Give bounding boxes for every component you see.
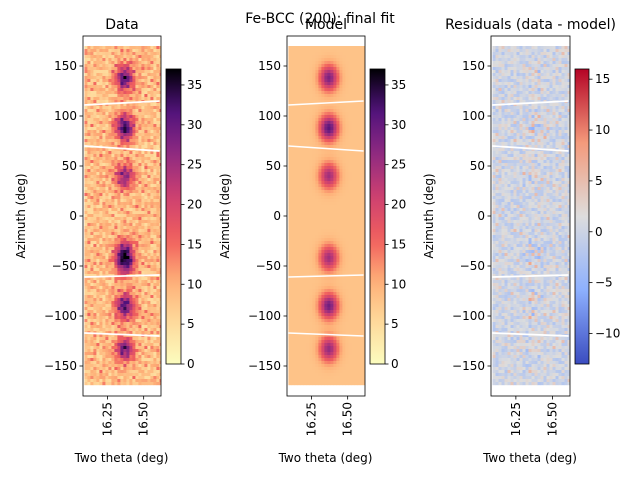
colorbar-tick-label: 15 <box>595 72 610 86</box>
y-tick-label: −150 <box>452 359 485 373</box>
y-tick-label: −50 <box>460 259 485 273</box>
y-tick-label: 50 <box>266 159 281 173</box>
y-tick-label: 0 <box>69 209 77 223</box>
colorbar-tick-label: 30 <box>187 118 202 132</box>
detector-gap-line <box>288 145 364 152</box>
colorbar-tick-label: 0 <box>187 357 195 371</box>
heatmap-image <box>492 46 570 386</box>
y-tick-label: 50 <box>62 159 77 173</box>
y-tick-label: −50 <box>256 259 281 273</box>
detector-gap-line <box>84 100 160 106</box>
detector-gap-line <box>288 332 364 337</box>
colorbar-tick-label: 10 <box>187 277 202 291</box>
panel-title: Data <box>105 17 138 33</box>
y-tick-label: 100 <box>54 109 77 123</box>
colorbar-tick-label: 0 <box>391 357 399 371</box>
figure-suptitle: Fe-BCC (200): final fit <box>245 11 395 27</box>
x-axis-label: Two theta (deg) <box>278 451 373 465</box>
colorbar-tick-label: 25 <box>187 158 202 172</box>
colorbar-gradient <box>369 68 386 365</box>
x-tick-label: 16.50 <box>545 402 559 436</box>
heatmap-image <box>84 46 161 386</box>
colorbar-tick-label: −10 <box>595 326 620 340</box>
colorbar-gradient <box>165 68 182 365</box>
colorbar: 15 10 5 0 −5 −10 <box>574 68 620 365</box>
y-tick-label: 0 <box>477 209 485 223</box>
detector-gap-line <box>84 274 160 278</box>
x-tick-label: 16.50 <box>137 402 151 436</box>
y-tick-label: 0 <box>273 209 281 223</box>
y-tick-label: −50 <box>52 259 77 273</box>
colorbar-tick-label: 20 <box>187 198 202 212</box>
x-axis-label: Two theta (deg) <box>74 451 169 465</box>
colorbar-tick-label: 30 <box>391 118 406 132</box>
colorbar-tick-label: 5 <box>187 317 195 331</box>
colorbar-tick-label: 5 <box>391 317 399 331</box>
y-tick-label: 100 <box>258 109 281 123</box>
panel-title: Residuals (data - model) <box>445 17 616 33</box>
x-axis-label: Two theta (deg) <box>482 451 577 465</box>
y-axis-label: Azimuth (deg) <box>14 173 28 258</box>
x-tick-label: 16.25 <box>509 402 523 436</box>
x-tick-label: 16.25 <box>305 402 319 436</box>
colorbar-tick-label: 35 <box>187 78 202 92</box>
colorbar-tick-label: 10 <box>391 277 406 291</box>
colorbar-tick-label: 15 <box>187 237 202 251</box>
colorbar: 0 5 10 15 20 25 30 35 <box>369 68 406 371</box>
heatmap-image <box>288 46 365 386</box>
colorbar-tick-label: 35 <box>391 78 406 92</box>
colorbar: 0 5 10 15 20 25 30 35 <box>165 68 202 371</box>
detector-gap-line <box>492 274 569 278</box>
y-tick-label: −100 <box>248 309 281 323</box>
y-tick-label: −100 <box>44 309 77 323</box>
colorbar-tick-label: 5 <box>595 174 603 188</box>
y-tick-label: 150 <box>258 59 281 73</box>
y-axis-label: Azimuth (deg) <box>218 173 232 258</box>
colorbar-tick-label: 25 <box>391 158 406 172</box>
detector-gap-line <box>492 145 569 152</box>
colorbar-tick-label: 0 <box>595 225 603 239</box>
colorbar-gradient <box>574 68 590 365</box>
detector-gap-line <box>492 332 569 337</box>
detector-gap-line <box>84 145 160 152</box>
y-axis-label: Azimuth (deg) <box>422 173 436 258</box>
detector-gap-line <box>492 100 569 106</box>
y-tick-label: 150 <box>54 59 77 73</box>
panel-title: Model <box>305 17 347 33</box>
detector-gap-line <box>288 100 364 106</box>
colorbar-tick-label: 15 <box>391 237 406 251</box>
y-tick-label: 50 <box>470 159 485 173</box>
detector-gap-line <box>288 274 364 278</box>
detector-gap-line <box>84 332 160 337</box>
y-tick-label: 100 <box>462 109 485 123</box>
x-tick-label: 16.50 <box>341 402 355 436</box>
y-tick-label: −100 <box>452 309 485 323</box>
x-tick-label: 16.25 <box>101 402 115 436</box>
colorbar-tick-label: 20 <box>391 198 406 212</box>
y-tick-label: −150 <box>44 359 77 373</box>
y-tick-label: 150 <box>462 59 485 73</box>
colorbar-tick-label: 10 <box>595 123 610 137</box>
colorbar-tick-label: −5 <box>595 276 613 290</box>
y-tick-label: −150 <box>248 359 281 373</box>
